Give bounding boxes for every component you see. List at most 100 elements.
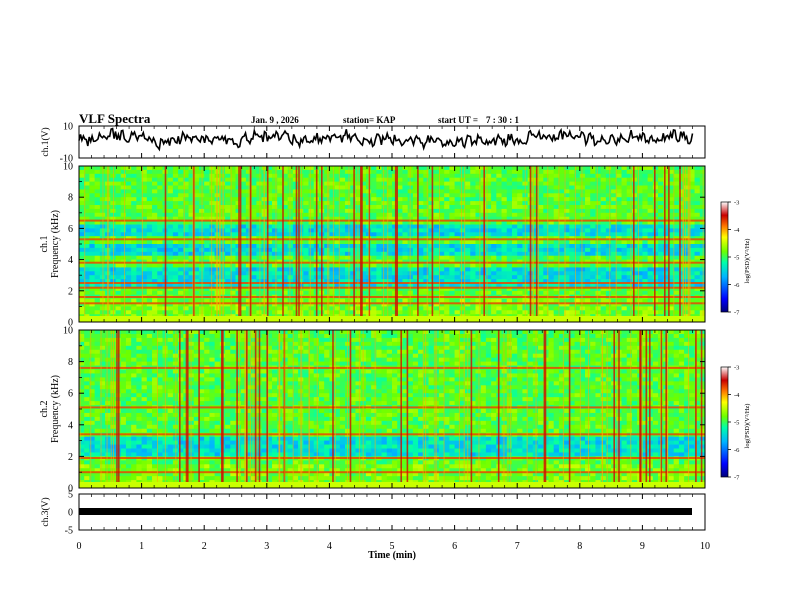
spectrogram-cell [668, 197, 675, 202]
spectrogram-cell [418, 228, 424, 233]
spectrogram-cell [371, 169, 377, 175]
spectrogram-cell [428, 197, 435, 202]
spectrogram-cell [611, 310, 617, 315]
spectrogram-cell [485, 220, 492, 226]
frequency-band-line [79, 261, 705, 264]
spectrogram-cell [418, 173, 424, 179]
spectrogram-cell [689, 279, 696, 284]
spectrogram-cell [308, 298, 315, 304]
spectrogram-cell [131, 205, 137, 210]
spectrogram-cell [120, 302, 127, 307]
spectrogram-cell [386, 283, 393, 288]
spectrogram-cell [511, 212, 518, 218]
spectrogram-cell [230, 212, 237, 218]
spectrogram-cell [616, 240, 623, 245]
spectrogram-cell [381, 166, 388, 171]
spectrogram-cell [569, 267, 576, 272]
spectrogram-cell [418, 166, 424, 171]
spectrogram-cell [209, 224, 216, 229]
spectrogram-cell [84, 464, 91, 469]
spectrogram-cell [631, 201, 638, 206]
spectrogram-cell [256, 255, 263, 261]
spectrogram-cell [616, 193, 623, 198]
spectrogram-cell [172, 286, 179, 292]
spectrogram-cell [345, 181, 351, 187]
spectrogram-cell [491, 185, 497, 190]
spectrogram-cell [600, 298, 607, 304]
spectrogram-cell [157, 290, 164, 296]
spectrogram-cell [115, 255, 122, 261]
spectrogram-cell [475, 177, 482, 183]
spectrogram-cell [543, 232, 550, 237]
spectrogram-cell [579, 286, 586, 292]
spectrogram-cell [350, 173, 357, 179]
spectrogram-cell [501, 185, 508, 190]
spectrogram-cell [678, 205, 685, 210]
spectrogram-cell [131, 306, 137, 311]
spectrogram-cell [157, 283, 164, 288]
spectrogram-cell [637, 224, 643, 229]
spectrogram-cell [136, 244, 143, 249]
spectrogram-cell [178, 251, 184, 257]
spectrogram-cell [360, 290, 367, 296]
spectrogram-cell [167, 298, 174, 304]
spectrogram-cell [188, 263, 195, 268]
spectrogram-cell [517, 298, 524, 304]
spectrogram-cell [438, 185, 445, 190]
spectrogram-cell [188, 212, 195, 218]
sferic-impulse [633, 166, 635, 322]
spectrogram-cell [600, 271, 607, 276]
spectrogram-cell [256, 212, 263, 218]
spectrogram-cell [141, 173, 148, 179]
spectrogram-cell [548, 298, 555, 304]
spectrogram-cell [511, 247, 518, 253]
spectrogram-cell [371, 271, 377, 276]
spectrogram-cell [84, 169, 91, 175]
spectrogram-cell [506, 216, 513, 222]
spectrogram-cell [569, 240, 576, 245]
spectrogram-cell [256, 185, 263, 190]
spectrogram-cell [94, 166, 101, 171]
spectrogram-cell [266, 255, 273, 261]
spectrogram-cell [386, 169, 393, 175]
spectrogram-cell [652, 290, 659, 296]
spectrogram-cell [470, 251, 477, 257]
spectrogram-cell [152, 177, 158, 183]
spectrogram-cell [277, 275, 284, 280]
spectrogram-cell [511, 298, 518, 304]
spectrogram-cell [303, 212, 310, 218]
spectrogram-cell [517, 267, 524, 272]
spectrogram-cell [204, 302, 211, 307]
spectrogram-cell [611, 166, 617, 171]
spectrogram-cell [287, 247, 294, 253]
spectrogram-cell [652, 263, 659, 268]
spectrogram-cell [339, 263, 346, 268]
spectrogram-cell [595, 271, 602, 276]
spectrogram-cell [449, 275, 456, 280]
spectrogram-cell [277, 185, 284, 190]
spectrogram-cell [668, 208, 675, 214]
spectrogram-cell [89, 298, 96, 304]
spectrogram-cell [600, 240, 607, 245]
spectrogram-cell [423, 193, 430, 198]
spectrogram-cell [418, 232, 424, 237]
spectrogram-cell [94, 232, 101, 237]
spectrogram-cell [475, 228, 482, 233]
spectrogram-cell [470, 290, 477, 296]
spectrogram-cell [386, 228, 393, 233]
spectrogram-cell [381, 232, 388, 237]
spectrogram-cell [668, 169, 675, 175]
spectrogram-cell [470, 197, 477, 202]
spectrogram-cell [553, 228, 560, 233]
spectrogram-cell [673, 208, 680, 214]
spectrogram-cell [621, 189, 628, 194]
spectrogram-cell [152, 279, 158, 284]
spectrogram-cell [282, 201, 289, 206]
spectrogram-cell [193, 205, 200, 210]
spectrogram-cell [381, 286, 388, 292]
spectrogram-cell [381, 283, 388, 288]
spectrogram-cell [699, 205, 705, 210]
spectrogram-cell [152, 286, 158, 292]
spectrogram-cell [120, 255, 127, 261]
spectrogram-cell [511, 173, 518, 179]
